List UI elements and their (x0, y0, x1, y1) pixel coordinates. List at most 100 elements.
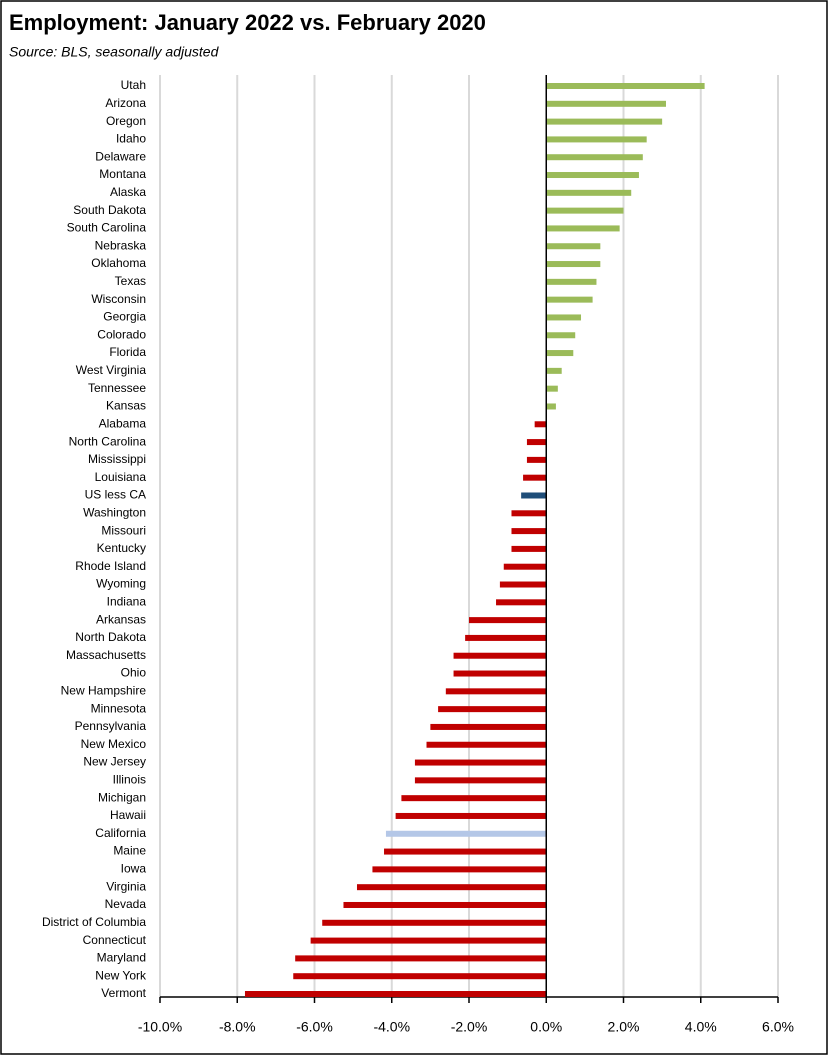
bar (499, 581, 547, 588)
category-label: Oklahoma (91, 256, 146, 270)
category-label: Louisiana (95, 470, 147, 484)
category-label: Idaho (116, 132, 146, 146)
bar (414, 777, 547, 784)
bar (469, 617, 547, 624)
category-label: Minnesota (91, 701, 147, 715)
category-label: Delaware (95, 149, 146, 163)
bar (526, 456, 547, 463)
x-tick-label: -8.0% (219, 1019, 256, 1035)
category-label: Nebraska (95, 238, 147, 252)
category-label: Indiana (107, 594, 147, 608)
x-tick-label: 4.0% (685, 1019, 717, 1035)
category-label: Arkansas (96, 612, 146, 626)
category-label: Mississippi (88, 452, 146, 466)
category-label: Arizona (105, 96, 146, 110)
category-label: Ohio (121, 666, 147, 680)
category-label: Wisconsin (91, 292, 146, 306)
bar (521, 492, 547, 499)
category-label: US less CA (85, 488, 146, 502)
category-label: Montana (99, 167, 146, 181)
category-label: New York (95, 968, 147, 982)
category-label: California (95, 826, 146, 840)
bar (546, 118, 663, 125)
category-label: Texas (115, 274, 146, 288)
bar (546, 332, 576, 339)
bar (343, 901, 547, 908)
category-label: Hawaii (110, 808, 146, 822)
category-label: District of Columbia (42, 915, 146, 929)
category-label: Utah (121, 78, 146, 92)
category-label: Wyoming (96, 577, 146, 591)
bar (503, 563, 547, 570)
bar (526, 439, 547, 446)
bar (546, 136, 647, 143)
bar (310, 937, 547, 944)
bar (546, 154, 643, 161)
category-label: Illinois (113, 773, 146, 787)
bar (546, 350, 574, 357)
category-label: Maine (113, 844, 146, 858)
category-label: Kansas (106, 399, 146, 413)
bar (511, 510, 547, 517)
bar (372, 866, 547, 873)
category-label: Kentucky (97, 541, 146, 555)
category-label: Pennsylvania (75, 719, 147, 733)
category-label: New Hampshire (61, 684, 147, 698)
category-label: North Carolina (69, 434, 147, 448)
category-label: Georgia (103, 310, 146, 324)
bar (453, 670, 547, 677)
bar (426, 741, 547, 748)
category-label: Colorado (97, 327, 146, 341)
category-label: Massachusetts (66, 648, 146, 662)
bar (534, 421, 547, 428)
category-label: Florida (109, 345, 146, 359)
bar (546, 403, 556, 410)
chart-title: Employment: January 2022 vs. February 20… (9, 10, 486, 35)
bar (511, 545, 547, 552)
x-tick-label: -4.0% (373, 1019, 410, 1035)
x-tick-label: 0.0% (530, 1019, 562, 1035)
bar (453, 652, 547, 659)
category-label: Rhode Island (75, 559, 146, 573)
bar (401, 795, 547, 802)
bar (244, 991, 547, 997)
category-label: Iowa (121, 862, 147, 876)
x-tick-label: 6.0% (762, 1019, 794, 1035)
bar (438, 706, 547, 713)
bar (322, 919, 547, 926)
bar (511, 528, 547, 535)
bar (546, 207, 624, 214)
bar (546, 83, 705, 89)
x-tick-label: -6.0% (296, 1019, 333, 1035)
category-label: Michigan (98, 790, 146, 804)
category-label: North Dakota (75, 630, 146, 644)
bar (293, 973, 547, 980)
category-label: New Mexico (81, 737, 147, 751)
x-tick-label: 2.0% (608, 1019, 640, 1035)
bar (430, 723, 547, 730)
category-label: New Jersey (83, 755, 146, 769)
bar (395, 812, 547, 819)
category-label: Virginia (106, 879, 146, 893)
bar (445, 688, 547, 695)
bar (546, 261, 601, 268)
category-label: Missouri (101, 523, 146, 537)
bar (546, 225, 620, 232)
bar (414, 759, 547, 766)
category-label: Oregon (106, 114, 146, 128)
x-tick-label: -10.0% (138, 1019, 182, 1035)
category-label: Washington (83, 505, 146, 519)
category-label: Maryland (97, 951, 146, 965)
bar (546, 189, 632, 196)
bar (356, 884, 547, 891)
bar (465, 634, 547, 641)
category-label: Connecticut (83, 933, 147, 947)
bar (496, 599, 547, 606)
category-label: West Virginia (76, 363, 147, 377)
bar (385, 830, 547, 837)
category-label: Alabama (99, 416, 147, 430)
bar (295, 955, 547, 962)
bar (546, 100, 666, 107)
